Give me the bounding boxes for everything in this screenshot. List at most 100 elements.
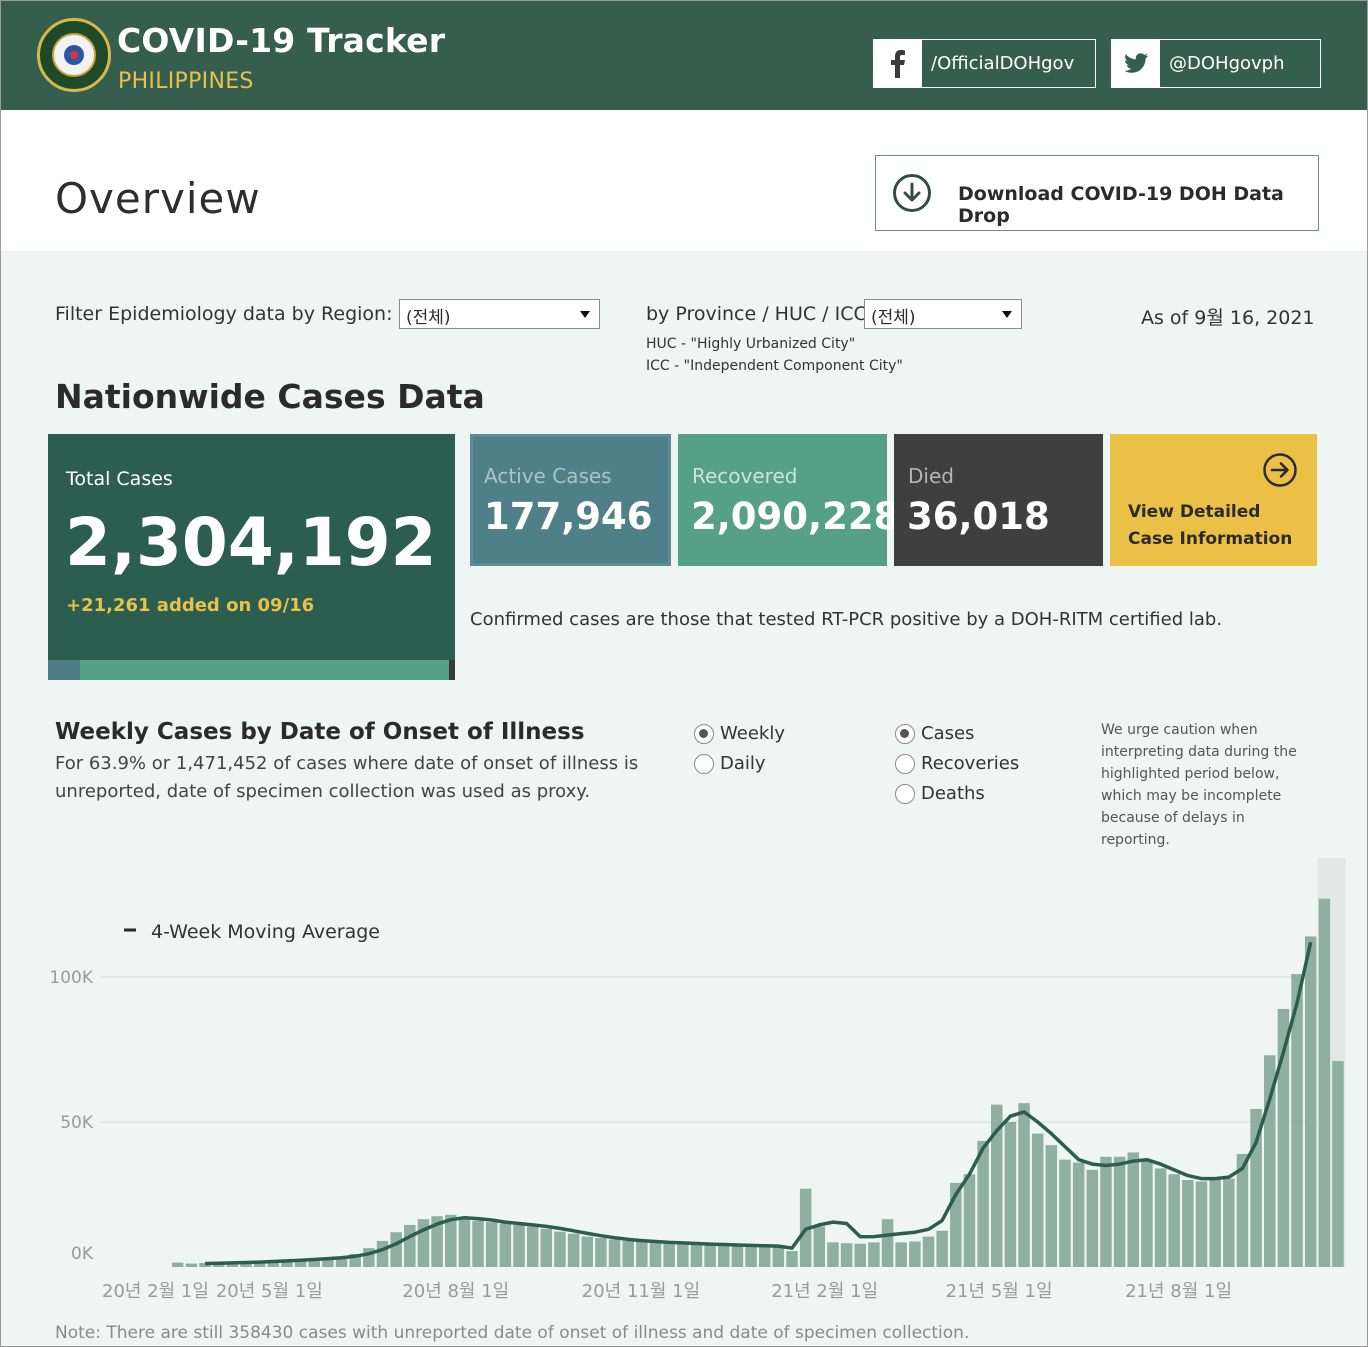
bar[interactable] xyxy=(417,1219,430,1267)
bar[interactable] xyxy=(909,1241,921,1267)
recoveries-radio[interactable] xyxy=(895,754,915,774)
bar[interactable] xyxy=(936,1230,948,1267)
bar[interactable] xyxy=(1318,898,1331,1267)
bar[interactable] xyxy=(663,1242,675,1267)
download-data-drop-button[interactable]: Download COVID-19 DOH Data Drop xyxy=(875,155,1319,231)
bar[interactable] xyxy=(554,1231,566,1267)
bar[interactable] xyxy=(772,1246,785,1267)
bar[interactable] xyxy=(1072,1162,1085,1267)
bar[interactable] xyxy=(1059,1159,1071,1267)
bar[interactable] xyxy=(185,1263,198,1267)
bar[interactable] xyxy=(1195,1181,1208,1267)
province-select[interactable]: (전체) xyxy=(864,299,1022,329)
weekly-radio[interactable] xyxy=(694,724,714,744)
bar[interactable] xyxy=(1250,1108,1262,1267)
bar[interactable] xyxy=(704,1244,716,1267)
bar[interactable] xyxy=(1018,1103,1030,1267)
bar[interactable] xyxy=(1031,1133,1044,1267)
bar[interactable] xyxy=(349,1253,361,1267)
bar[interactable] xyxy=(718,1244,730,1267)
bar[interactable] xyxy=(1154,1168,1167,1267)
bar[interactable] xyxy=(199,1262,211,1267)
bar[interactable] xyxy=(677,1243,689,1267)
bar[interactable] xyxy=(1127,1152,1140,1267)
bar[interactable] xyxy=(1182,1180,1194,1267)
bar[interactable] xyxy=(1209,1180,1221,1267)
bar[interactable] xyxy=(963,1174,976,1267)
bar[interactable] xyxy=(308,1258,321,1267)
facebook-link[interactable]: /OfficialDOHgov xyxy=(873,39,1096,88)
bar[interactable] xyxy=(1332,1061,1344,1267)
bar[interactable] xyxy=(1086,1169,1099,1267)
bar[interactable] xyxy=(1291,974,1303,1267)
bar[interactable] xyxy=(513,1224,525,1267)
deaths-radio[interactable] xyxy=(895,784,915,804)
bar[interactable] xyxy=(567,1233,580,1267)
bar[interactable] xyxy=(499,1223,512,1268)
view-detailed-case-info-button[interactable]: View Detailed Case Information xyxy=(1110,434,1317,566)
bar[interactable] xyxy=(1004,1122,1017,1267)
bar[interactable] xyxy=(253,1261,266,1267)
bar[interactable] xyxy=(363,1248,375,1267)
bar[interactable] xyxy=(881,1219,894,1267)
bar[interactable] xyxy=(731,1245,744,1267)
bar[interactable] xyxy=(458,1217,471,1267)
bar[interactable] xyxy=(1264,1055,1276,1267)
bar[interactable] xyxy=(786,1251,798,1267)
bar[interactable] xyxy=(977,1140,989,1267)
x-tick-label: 20년 2월 1일 xyxy=(102,1281,209,1302)
bar[interactable] xyxy=(445,1214,457,1267)
twitter-link[interactable]: @DOHgovph xyxy=(1111,39,1321,88)
bar[interactable] xyxy=(758,1246,771,1267)
bar[interactable] xyxy=(595,1238,607,1267)
bar[interactable] xyxy=(294,1259,307,1267)
bar[interactable] xyxy=(322,1257,334,1267)
bar[interactable] xyxy=(895,1242,907,1267)
bar[interactable] xyxy=(608,1239,621,1267)
bar[interactable] xyxy=(485,1222,498,1267)
bar[interactable] xyxy=(868,1242,880,1267)
bar[interactable] xyxy=(472,1220,484,1267)
bar[interactable] xyxy=(431,1216,443,1267)
bar[interactable] xyxy=(1223,1178,1235,1267)
region-select[interactable]: (전체) xyxy=(399,299,600,329)
nationwide-title: Nationwide Cases Data xyxy=(55,377,485,416)
bar[interactable] xyxy=(813,1226,826,1267)
bar[interactable] xyxy=(1100,1156,1112,1267)
bar[interactable] xyxy=(1045,1145,1058,1267)
bar[interactable] xyxy=(950,1182,962,1267)
bar[interactable] xyxy=(376,1240,389,1267)
x-tick-label: 20년 5월 1일 xyxy=(216,1281,323,1302)
bar[interactable] xyxy=(854,1243,867,1267)
bar[interactable] xyxy=(1113,1156,1126,1267)
bar[interactable] xyxy=(745,1245,757,1267)
cases-radio[interactable] xyxy=(895,724,915,744)
bar[interactable] xyxy=(1277,1008,1290,1267)
bar[interactable] xyxy=(267,1260,280,1267)
active-cases-value: 177,946 xyxy=(484,495,653,538)
bar[interactable] xyxy=(1141,1159,1153,1267)
region-filter-label: Filter Epidemiology data by Region: xyxy=(55,303,393,325)
bar[interactable] xyxy=(827,1242,839,1267)
bar[interactable] xyxy=(991,1104,1003,1267)
bar[interactable] xyxy=(1236,1153,1249,1267)
y-tick-label: 50K xyxy=(60,1113,94,1133)
bar[interactable] xyxy=(622,1240,634,1267)
bar[interactable] xyxy=(281,1259,293,1267)
bar[interactable] xyxy=(404,1224,416,1267)
bar[interactable] xyxy=(1168,1174,1180,1267)
bar[interactable] xyxy=(390,1232,402,1267)
bar[interactable] xyxy=(172,1262,184,1267)
bar[interactable] xyxy=(840,1243,853,1267)
daily-radio[interactable] xyxy=(694,754,714,774)
bar[interactable] xyxy=(540,1228,553,1267)
bar[interactable] xyxy=(922,1236,935,1267)
bar[interactable] xyxy=(690,1243,703,1267)
bar[interactable] xyxy=(649,1242,662,1267)
bar[interactable] xyxy=(636,1241,648,1267)
died-label: Died xyxy=(908,464,954,488)
bar[interactable] xyxy=(526,1226,539,1267)
bar[interactable] xyxy=(335,1256,348,1267)
bar[interactable] xyxy=(581,1236,594,1267)
bar[interactable] xyxy=(1304,936,1317,1267)
